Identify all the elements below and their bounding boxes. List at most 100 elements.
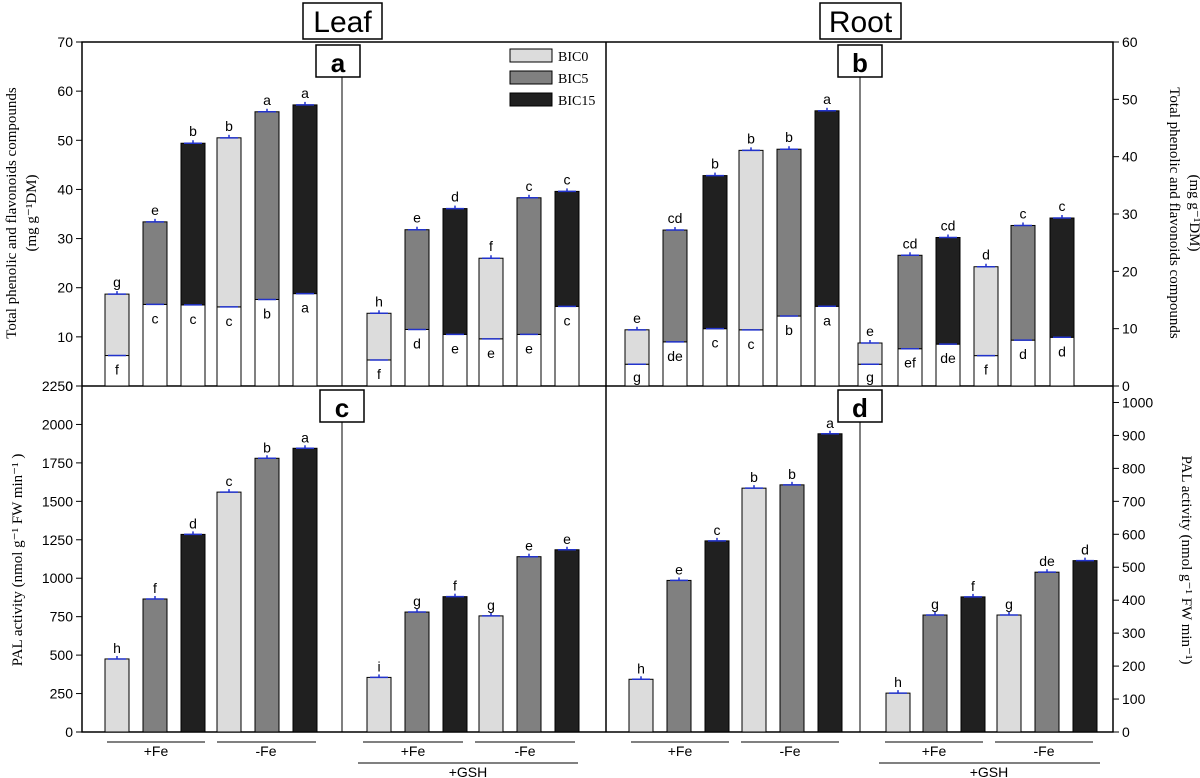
- panel-letter-a: a: [331, 48, 346, 78]
- significance-letter-d: h: [637, 660, 645, 676]
- significance-letter-lower-a: f: [115, 362, 119, 378]
- bar-upper-a: [142, 221, 168, 305]
- bar-upper-b: [1049, 217, 1075, 338]
- y-tick-label-d: 600: [1122, 526, 1146, 542]
- significance-letter-upper-a: a: [263, 92, 271, 108]
- bar-c: [104, 658, 130, 733]
- y-tick-label-d: 1000: [1122, 394, 1153, 410]
- group-label-leaf-gsh-plus-fe: +Fe: [401, 743, 426, 759]
- bar-upper-a: [516, 197, 542, 335]
- y-tick-label-a: 10: [57, 329, 73, 345]
- y-tick-label-a: 70: [57, 34, 73, 50]
- y-tick-label-d: 100: [1122, 691, 1146, 707]
- bar-lower-a: [254, 299, 280, 387]
- bar-upper-b: [738, 149, 764, 331]
- plot-frames: [81, 41, 1114, 733]
- bar-upper-a: [442, 208, 468, 335]
- bar-upper-a: [404, 229, 430, 330]
- significance-letter-d: h: [894, 674, 902, 690]
- y-tick-label-c: 500: [50, 647, 74, 663]
- group-label-root-gsh-plus-fe: +Fe: [922, 743, 947, 759]
- y-tick-label-c: 1500: [42, 493, 73, 509]
- significance-letter-c: f: [153, 580, 157, 596]
- y-tick-label-d: 400: [1122, 592, 1146, 608]
- bar-upper-b: [662, 229, 688, 343]
- bar-upper-b: [1010, 224, 1036, 341]
- panel-letters: a b c d: [315, 44, 883, 423]
- y-tick-label-b: 40: [1122, 149, 1138, 165]
- bar-c: [404, 611, 430, 733]
- y-tick-label-a: 40: [57, 181, 73, 197]
- group-label-texts: +Fe -Fe +Fe -Fe +GSH +Fe -Fe +Fe -Fe +GS…: [144, 743, 1055, 778]
- bar-lower-a: [478, 338, 504, 387]
- significance-letter-lower-a: b: [263, 306, 271, 322]
- bar-c: [254, 457, 280, 733]
- significance-letter-upper-a: c: [564, 171, 571, 187]
- bar-lower-a: [142, 303, 168, 387]
- significance-letter-c: f: [453, 578, 457, 594]
- bar-c: [292, 447, 318, 733]
- y-tick-label-d: 900: [1122, 427, 1146, 443]
- y-tick-label-c: 2250: [42, 378, 73, 394]
- significance-letter-lower-a: e: [451, 340, 459, 356]
- y-tick-label-c: 0: [65, 724, 73, 740]
- significance-letter-upper-a: e: [151, 202, 159, 218]
- bar-c: [554, 549, 580, 733]
- significance-letter-upper-b: a: [823, 91, 831, 107]
- y-tick-label-b: 0: [1122, 378, 1130, 394]
- gsh-label-leaf: +GSH: [449, 764, 488, 778]
- significance-letter-upper-b: cd: [903, 235, 918, 251]
- significance-letter-lower-a: c: [152, 310, 159, 326]
- legend-label-bic15: BIC15: [558, 94, 595, 109]
- y-tick-label-c: 1250: [42, 532, 73, 548]
- bar-upper-a: [292, 104, 318, 295]
- bar-upper-b: [814, 110, 840, 307]
- significance-letter-lower-b: d: [1019, 346, 1027, 362]
- group-label-root-gsh-minus-fe: -Fe: [1034, 743, 1055, 759]
- significance-letter-upper-a: d: [451, 189, 459, 205]
- bar-c: [366, 676, 392, 733]
- significance-letter-upper-b: b: [711, 156, 719, 172]
- significance-letter-upper-b: c: [1020, 205, 1027, 221]
- y-tick-label-c: 2000: [42, 416, 73, 432]
- y-axis-title-top-right: Total phenolic and flavonoids compounds …: [1166, 87, 1200, 339]
- bar-lower-b: [814, 305, 840, 387]
- y-tick-label-a: 30: [57, 231, 73, 247]
- significance-letter-lower-a: c: [564, 312, 571, 328]
- leaf-title-text: Leaf: [313, 6, 372, 39]
- bar-d: [1072, 560, 1098, 733]
- bar-d: [996, 614, 1022, 733]
- root-title-text: Root: [829, 6, 893, 39]
- significance-letter-lower-b: b: [785, 322, 793, 338]
- significance-letter-lower-b: g: [866, 369, 874, 385]
- significance-letter-upper-b: e: [633, 310, 641, 326]
- significance-letter-upper-b: b: [747, 130, 755, 146]
- panel-letter-b: b: [852, 48, 868, 78]
- bar-lower-b: [973, 355, 999, 387]
- bar-upper-b: [776, 148, 802, 317]
- bar-c: [216, 491, 242, 733]
- bar-d: [817, 433, 843, 733]
- y-tick-label-b: 60: [1122, 34, 1138, 50]
- bar-d: [666, 579, 692, 733]
- y-axis-title-bottom-left: PAL activity (nmol g⁻¹ FW min⁻¹ ): [10, 454, 26, 667]
- significance-letter-upper-a: b: [189, 123, 197, 139]
- bar-upper-b: [702, 175, 728, 330]
- group-labels-left: [107, 741, 578, 764]
- significance-letter-upper-b: d: [982, 247, 990, 263]
- y-title-bottom-left: PAL activity (nmol g⁻¹ FW min⁻¹ ): [10, 454, 26, 667]
- significance-letter-d: e: [675, 561, 683, 577]
- y-tick-label-a: 60: [57, 83, 73, 99]
- significance-letter-c: c: [226, 473, 233, 489]
- bar-lower-a: [180, 304, 206, 387]
- bar-c: [516, 556, 542, 733]
- y-tick-label-d: 300: [1122, 625, 1146, 641]
- legend-swatch-bic5: [509, 70, 553, 85]
- significance-letter-c: g: [487, 597, 495, 613]
- significance-letter-lower-b: g: [633, 369, 641, 385]
- significance-letter-lower-b: a: [823, 312, 831, 328]
- y-tick-label-b: 10: [1122, 321, 1138, 337]
- group-label-leaf-gsh-minus-fe: -Fe: [515, 743, 536, 759]
- y-tick-label-d: 800: [1122, 460, 1146, 476]
